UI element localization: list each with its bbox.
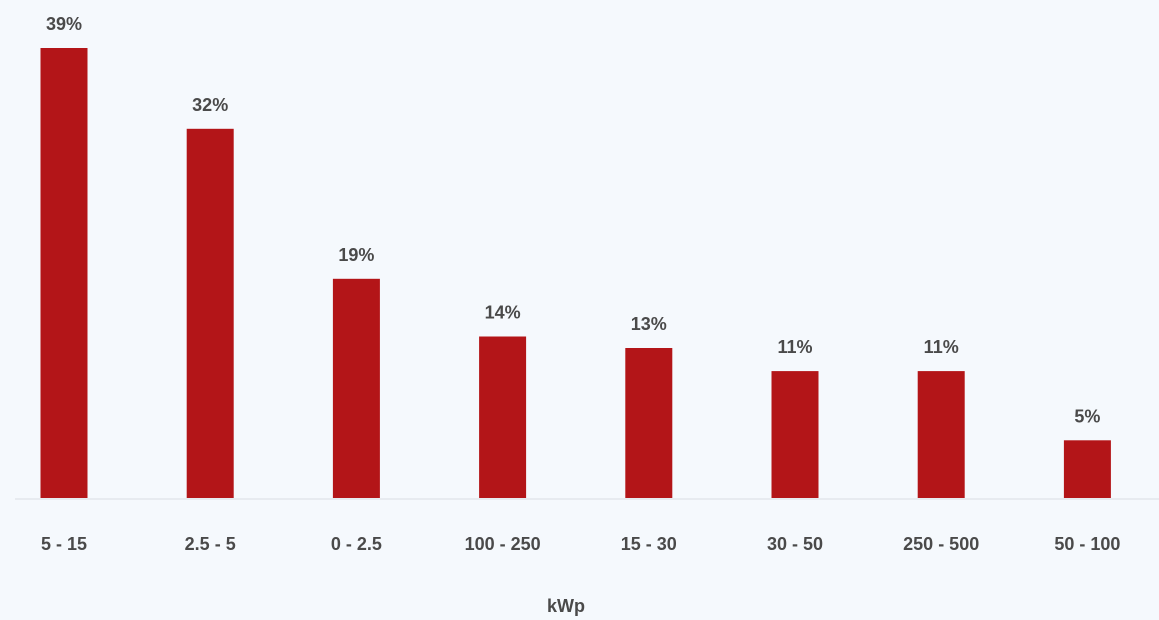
tick-label-7: 50 - 100 [1054, 534, 1120, 554]
bar-5 [771, 371, 819, 498]
tick-label-5: 30 - 50 [767, 534, 823, 554]
bars-group [40, 48, 1111, 499]
value-label-4: 13% [631, 314, 667, 334]
value-label-3: 14% [485, 303, 521, 323]
tick-label-0: 5 - 15 [41, 534, 87, 554]
bar-4 [625, 348, 673, 498]
value-labels-group: 39% 32% 19% 14% 13% 11% 11% 5% [46, 14, 1100, 426]
value-label-7: 5% [1074, 406, 1100, 426]
tick-label-6: 250 - 500 [903, 534, 979, 554]
value-label-1: 32% [192, 95, 228, 115]
value-label-2: 19% [338, 245, 374, 265]
value-label-0: 39% [46, 14, 82, 34]
tick-label-3: 100 - 250 [465, 534, 541, 554]
bar-6 [917, 371, 965, 498]
bar-1 [186, 128, 234, 499]
bar-0 [40, 48, 88, 498]
bar-2 [332, 278, 380, 498]
x-axis-title: kWp [547, 596, 585, 616]
value-label-6: 11% [924, 337, 959, 357]
tick-label-1: 2.5 - 5 [185, 534, 236, 554]
tick-label-2: 0 - 2.5 [331, 534, 382, 554]
tick-labels-group: 5 - 15 2.5 - 5 0 - 2.5 100 - 250 15 - 30 30 -… [41, 534, 1120, 554]
tick-label-4: 15 - 30 [621, 534, 677, 554]
bar-3 [479, 336, 527, 498]
bar-7 [1063, 440, 1111, 498]
value-label-5: 11% [777, 337, 812, 357]
